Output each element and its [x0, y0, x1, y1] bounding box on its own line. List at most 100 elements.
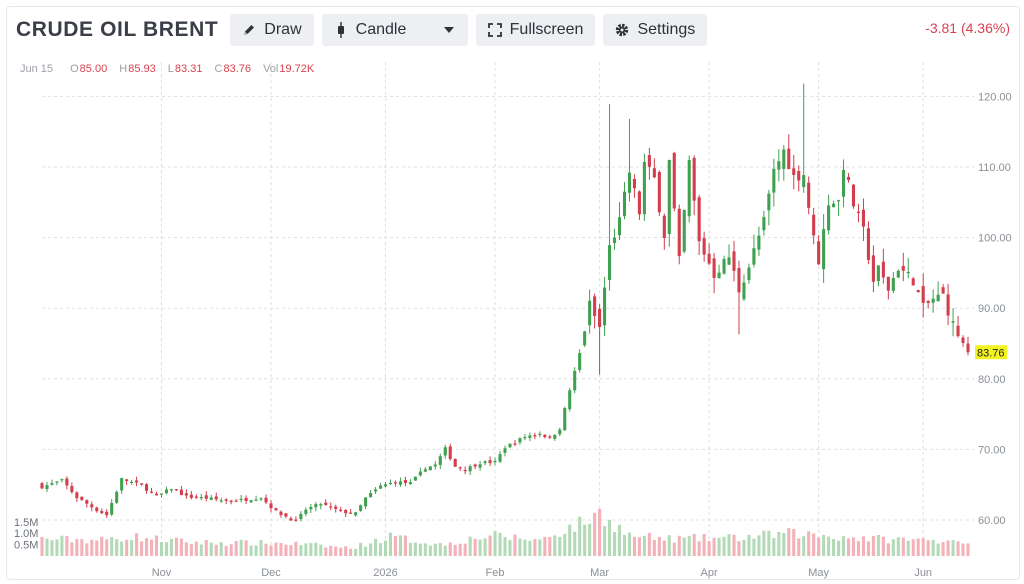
candle-body [374, 489, 378, 492]
candle-body [194, 496, 198, 498]
settings-label: Settings [637, 21, 696, 38]
volume-bar [199, 544, 203, 556]
candle-body [359, 505, 363, 511]
candles [40, 83, 970, 522]
high-value: 85.93 [128, 63, 156, 75]
draw-button[interactable]: Draw [230, 14, 314, 46]
candle-body [174, 489, 178, 491]
candle-body [936, 294, 940, 302]
volume-bar [513, 534, 517, 556]
volume-bar [349, 548, 353, 556]
volume-bar [568, 524, 572, 556]
volume-bar [941, 542, 945, 556]
candle-body [573, 370, 577, 391]
candle-body [50, 483, 54, 485]
candle-body [279, 511, 283, 516]
candle-body [100, 511, 104, 514]
candle-body [90, 504, 94, 508]
candle-body [453, 458, 457, 467]
last-price-label: 83.76 [977, 347, 1005, 359]
volume-bar [130, 540, 134, 556]
x-tick-label: Mar [590, 567, 609, 579]
volume-bar [294, 541, 298, 556]
volume-tick-label: 1.0M [14, 528, 38, 540]
candle-body [209, 497, 213, 500]
volume-bar [304, 543, 308, 556]
candle-body [264, 497, 268, 503]
volume-bar [717, 537, 721, 556]
volume-bar [95, 540, 99, 556]
candle-body [378, 485, 383, 489]
volume-bar [453, 544, 457, 556]
volume-bar [916, 538, 920, 556]
volume-bar [408, 542, 412, 556]
volume-bar [667, 535, 671, 556]
volume-bar [364, 546, 368, 556]
candle-body [110, 503, 114, 515]
volume-bar [657, 536, 661, 556]
candle-body [757, 235, 761, 250]
x-tick-label: Apr [701, 567, 718, 579]
candle-body [926, 301, 930, 304]
volume-bar [866, 541, 870, 556]
volume-bar [817, 537, 821, 556]
volume-bar [573, 531, 577, 556]
candle-body [115, 491, 119, 503]
fullscreen-button[interactable]: Fullscreen [475, 14, 596, 46]
volume-bar [966, 543, 970, 556]
volume-tick-label: 0.5M [14, 540, 38, 552]
candle-body [219, 500, 223, 502]
candle-body [891, 278, 895, 291]
candle-body [244, 497, 248, 502]
volume-bar [598, 508, 602, 556]
volume-tick-label: 1.5M [14, 517, 38, 529]
candle-body [398, 481, 402, 485]
candle-body [483, 461, 487, 464]
candle-body [652, 168, 656, 178]
volume-bar [707, 541, 711, 556]
candle-body [538, 433, 542, 435]
volume-bar [747, 534, 751, 556]
pencil-icon [242, 23, 256, 37]
x-tick-label: Nov [152, 567, 172, 579]
candle-icon [334, 22, 348, 38]
chart-type-select[interactable]: Candle [321, 14, 468, 46]
volume-bar [772, 537, 776, 556]
volume-bar [946, 540, 950, 556]
volume-bar [140, 541, 144, 556]
candle-body [787, 148, 791, 170]
volume-bar [433, 543, 437, 556]
volume-bar [284, 544, 288, 556]
candle-body [812, 214, 816, 236]
volume-bar [886, 543, 890, 556]
volume-bar [149, 539, 154, 556]
y-tick-label: 80.00 [978, 374, 1006, 386]
volume-bar [403, 535, 407, 556]
candle-body [145, 484, 149, 491]
candle-body [807, 182, 811, 208]
candle-body [737, 268, 741, 293]
volume-bar [488, 535, 492, 556]
volume-bar [413, 542, 417, 556]
candle-body [274, 508, 278, 511]
settings-button[interactable]: Settings [603, 14, 708, 46]
candle-body [951, 321, 955, 323]
volume-bar [632, 536, 636, 556]
candle-body [518, 438, 522, 443]
candle-body [841, 170, 846, 197]
volume-bar [55, 539, 59, 556]
volume-bar [319, 544, 323, 556]
volume-bar [194, 541, 198, 556]
candle-body [388, 482, 393, 485]
candle-body [627, 172, 632, 193]
fullscreen-icon [487, 23, 502, 37]
volume-key: Vol [263, 63, 279, 75]
candle-body [249, 500, 253, 503]
candle-body [697, 197, 701, 242]
candle-body [617, 217, 622, 236]
volume-bar [682, 537, 686, 556]
volume-bar [732, 534, 736, 556]
candle-body [239, 498, 243, 501]
volume-bar [443, 545, 447, 556]
